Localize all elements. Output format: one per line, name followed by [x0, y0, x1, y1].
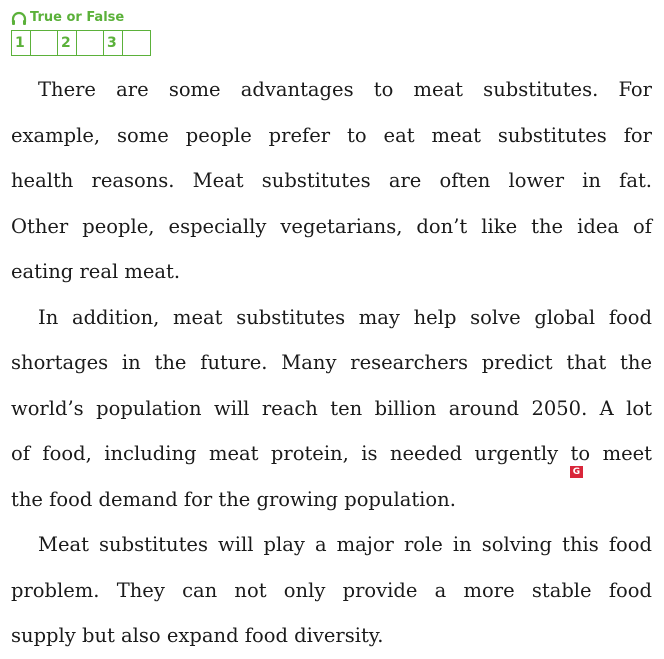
- text-line: world’s population will reach ten billio…: [11, 396, 652, 420]
- section-title: True or False: [30, 10, 125, 25]
- text-line: the food demand for the growing populati…: [11, 487, 456, 511]
- answer-box[interactable]: [77, 31, 104, 55]
- text-line: Meat substitutes will play a major role …: [38, 533, 652, 556]
- answer-boxes: 1 2 3: [11, 30, 151, 56]
- question-number: 2: [58, 31, 77, 55]
- answer-box[interactable]: [31, 31, 58, 55]
- section-header: True or False: [11, 10, 124, 25]
- text-line: eating real meat.: [11, 260, 181, 283]
- headphones-icon: [11, 11, 27, 25]
- text-line: of food, including meat protein, is need…: [11, 442, 652, 465]
- text-line: example, some people prefer to eat meat …: [11, 123, 652, 147]
- text-line: There are some advantages to meat substi…: [38, 78, 652, 101]
- text-line: In addition, meat substitutes may help s…: [38, 305, 652, 329]
- answer-box[interactable]: [123, 31, 150, 55]
- text-line: shortages in the future. Many researcher…: [11, 351, 652, 374]
- text-line: health reasons. Meat substitutes are oft…: [11, 169, 652, 192]
- text-line: supply but also expand food diversity.: [11, 624, 384, 647]
- glossary-marker-icon[interactable]: G: [570, 466, 583, 478]
- text-line: problem. They can not only provide a mor…: [11, 578, 652, 602]
- question-number: 3: [104, 31, 123, 55]
- question-number: 1: [12, 31, 31, 55]
- passage: There are some advantages to meat substi…: [11, 67, 652, 659]
- text-line: Other people, especially vegetarians, do…: [11, 214, 652, 238]
